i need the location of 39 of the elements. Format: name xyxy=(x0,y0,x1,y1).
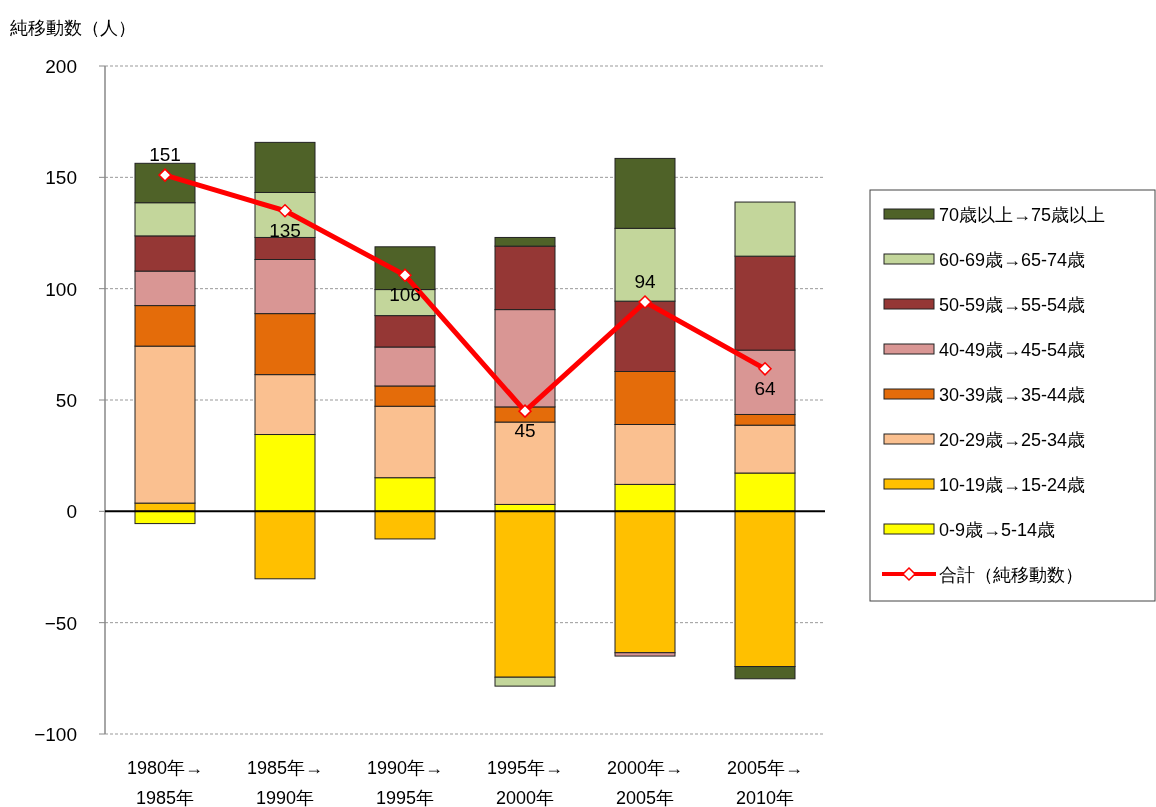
legend-label: 10-19歳→15-24歳 xyxy=(939,475,1086,495)
x-tick-label: 1990年→1995年 xyxy=(366,758,444,807)
point xyxy=(278,203,292,218)
bar xyxy=(614,510,676,654)
legend-label: 40-49歳→45-54歳 xyxy=(939,340,1086,360)
point xyxy=(758,362,772,376)
x-tick-label: 1980年→1985年 xyxy=(126,758,204,807)
y-tick-label: 50 xyxy=(55,390,77,411)
point xyxy=(638,295,652,309)
y-tick-label: 100 xyxy=(45,278,77,300)
legend-label: 30-39歳→35-44歳 xyxy=(939,385,1086,405)
bar xyxy=(374,510,436,540)
data-label: 106 xyxy=(389,284,421,306)
data-label: 64 xyxy=(754,377,776,399)
y-tick-label: 200 xyxy=(45,56,77,77)
data-label: 151 xyxy=(149,144,181,166)
x-tick-label: 1985年→1990年 xyxy=(246,758,324,807)
y-axis-title: 純移動数（人） xyxy=(10,18,136,38)
x-tick-label: 2005年→2010年 xyxy=(726,758,804,807)
legend-label: 50-59歳→55-54歳 xyxy=(939,295,1086,315)
legend-label: 70歳以上→75歳以上 xyxy=(939,205,1106,225)
legend-label: 0-9歳→5-14歳 xyxy=(939,520,1056,540)
y-tick-label: −100 xyxy=(34,724,77,745)
data-label: 94 xyxy=(634,271,656,293)
bar xyxy=(134,510,196,525)
y-tick-label: 0 xyxy=(66,501,77,523)
x-tick-label: 1995年→2000年 xyxy=(486,758,564,807)
legend-label: 合計（純移動数） xyxy=(939,565,1083,585)
y-tick-label: 150 xyxy=(45,167,77,189)
y-tick-label: −50 xyxy=(44,612,77,634)
point xyxy=(518,404,532,418)
point xyxy=(398,268,412,283)
legend-label: 20-29歳→25-34歳 xyxy=(939,430,1086,450)
legend-label: 60-69歳→65-74歳 xyxy=(939,250,1086,270)
data-label: 45 xyxy=(514,420,536,442)
x-tick-label: 2000年→2005年 xyxy=(606,758,684,807)
bar xyxy=(254,510,316,580)
data-label: 135 xyxy=(269,219,301,241)
point xyxy=(158,168,172,182)
